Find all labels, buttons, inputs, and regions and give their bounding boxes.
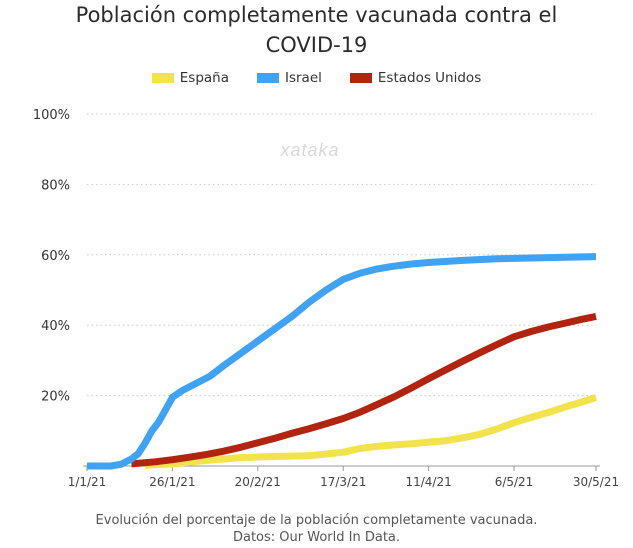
chart-title-line-2: COVID-19 bbox=[265, 33, 368, 57]
y-tick-label: 80% bbox=[41, 178, 70, 193]
legend-swatch-estados-unidos bbox=[349, 73, 372, 83]
chart-legend: España Israel Estados Unidos bbox=[0, 70, 633, 86]
legend-item-israel: Israel bbox=[256, 70, 322, 86]
chart-title: Población completamente vacunada contra … bbox=[0, 0, 633, 60]
x-tick-label: 30/5/21 bbox=[573, 475, 619, 489]
legend-label-israel: Israel bbox=[284, 70, 322, 86]
legend-label-espana: España bbox=[179, 70, 229, 86]
series-line-israel bbox=[87, 253, 597, 470]
x-tick-label: 6/5/21 bbox=[495, 475, 534, 489]
x-tick-label: 26/1/21 bbox=[149, 475, 195, 489]
x-tick-label: 11/4/21 bbox=[405, 475, 451, 489]
legend-item-estados-unidos: Estados Unidos bbox=[349, 70, 482, 86]
legend-swatch-espana bbox=[151, 73, 174, 83]
x-tick-label: 1/1/21 bbox=[68, 475, 107, 489]
series-line-estados-unidos bbox=[131, 312, 597, 468]
legend-label-estados-unidos: Estados Unidos bbox=[377, 70, 482, 86]
legend-item-espana: España bbox=[151, 70, 229, 86]
chart-caption-line-1: Evolución del porcentaje de la población… bbox=[95, 513, 538, 528]
y-tick-label: 100% bbox=[33, 108, 70, 123]
x-tick-label: 20/2/21 bbox=[235, 475, 281, 489]
chart-title-line-1: Población completamente vacunada contra … bbox=[75, 3, 558, 27]
legend-swatch-israel bbox=[256, 73, 279, 83]
y-tick-label: 60% bbox=[41, 249, 70, 264]
chart-caption-line-2: Datos: Our World In Data. bbox=[232, 530, 401, 545]
watermark-logo: xataka bbox=[279, 140, 339, 160]
y-tick-label: 40% bbox=[41, 319, 70, 334]
y-tick-label: 20% bbox=[41, 390, 70, 405]
x-tick-label: 17/3/21 bbox=[320, 475, 366, 489]
series-line-espana bbox=[144, 394, 598, 469]
